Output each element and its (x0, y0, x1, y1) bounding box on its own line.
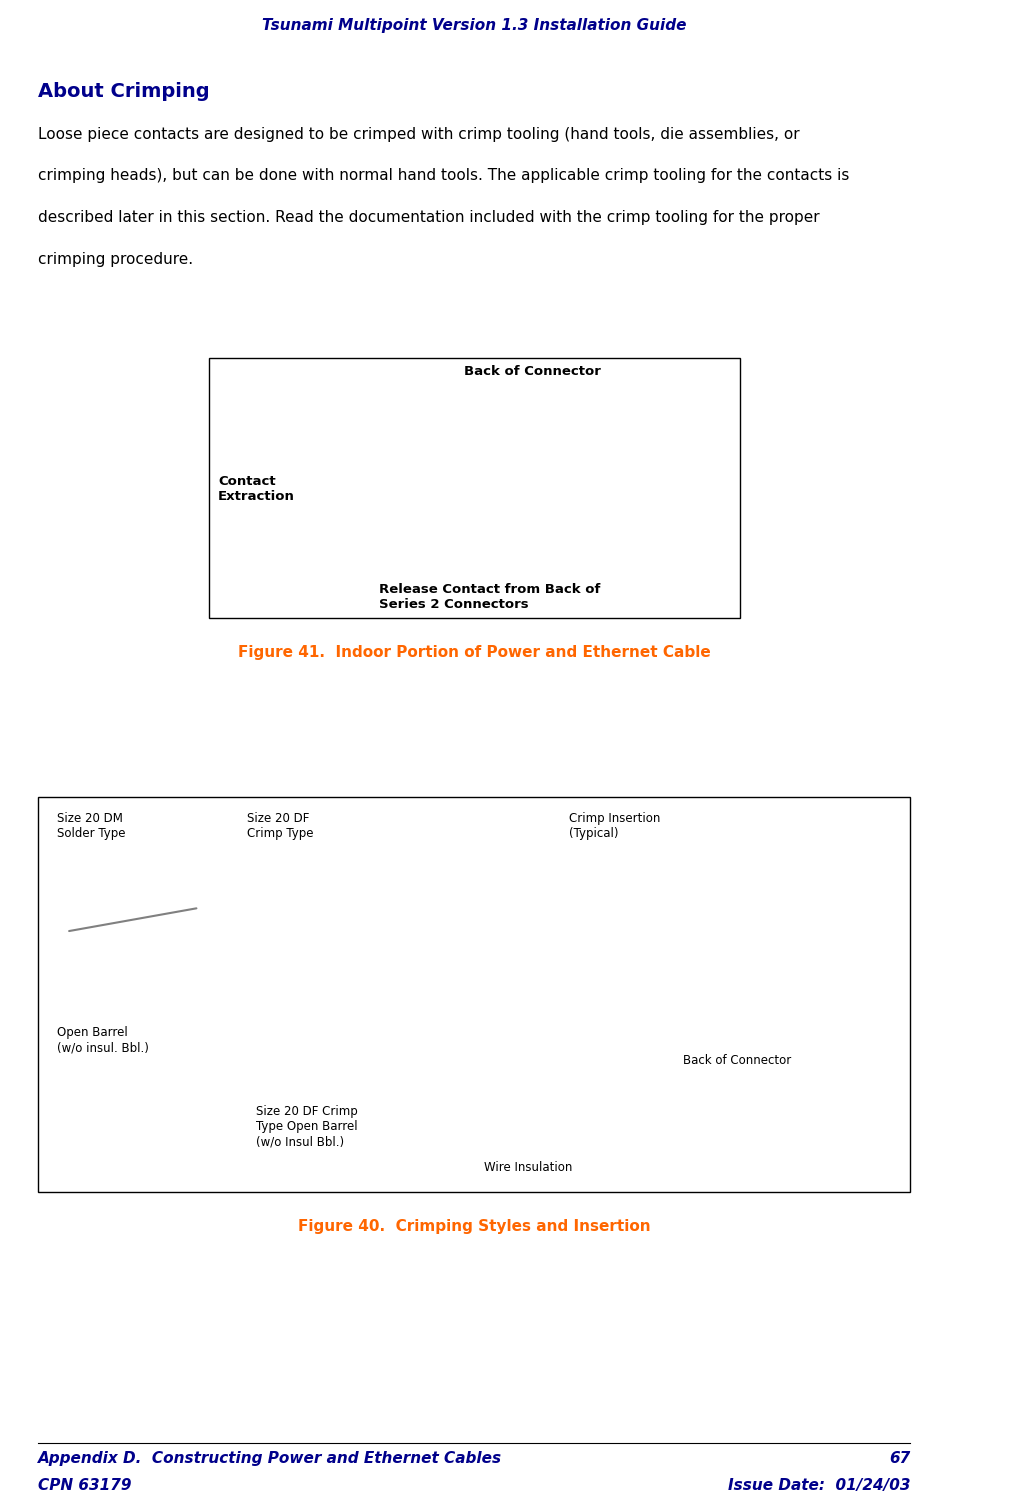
Text: Wire Insulation: Wire Insulation (483, 1161, 572, 1173)
Text: Appendix D.  Constructing Power and Ethernet Cables: Appendix D. Constructing Power and Ether… (38, 1451, 502, 1466)
Text: About Crimping: About Crimping (38, 82, 210, 100)
Text: described later in this section. Read the documentation included with the crimp : described later in this section. Read th… (38, 209, 819, 224)
Text: Figure 40.  Crimping Styles and Insertion: Figure 40. Crimping Styles and Insertion (298, 1219, 651, 1234)
Text: Size 20 DM
Solder Type: Size 20 DM Solder Type (57, 812, 125, 841)
Text: Size 20 DF Crimp
Type Open Barrel
(w/o Insul Bbl.): Size 20 DF Crimp Type Open Barrel (w/o I… (256, 1106, 358, 1149)
Text: crimping heads), but can be done with normal hand tools. The applicable crimp to: crimping heads), but can be done with no… (38, 169, 850, 184)
Text: Contact
Extraction: Contact Extraction (218, 476, 295, 503)
FancyBboxPatch shape (209, 358, 740, 618)
Text: Tsunami Multipoint Version 1.3 Installation Guide: Tsunami Multipoint Version 1.3 Installat… (262, 18, 686, 33)
Text: Crimp Insertion
(Typical): Crimp Insertion (Typical) (569, 812, 660, 841)
Text: 67: 67 (889, 1451, 910, 1466)
Text: Open Barrel
(w/o insul. Bbl.): Open Barrel (w/o insul. Bbl.) (57, 1026, 148, 1055)
Text: Issue Date:  01/24/03: Issue Date: 01/24/03 (727, 1478, 910, 1493)
Text: Back of Connector: Back of Connector (463, 365, 600, 378)
Text: Size 20 DF
Crimp Type: Size 20 DF Crimp Type (246, 812, 313, 841)
Text: CPN 63179: CPN 63179 (38, 1478, 131, 1493)
Text: Release Contact from Back of
Series 2 Connectors: Release Contact from Back of Series 2 Co… (378, 583, 600, 610)
Text: Back of Connector: Back of Connector (683, 1055, 791, 1067)
Text: crimping procedure.: crimping procedure. (38, 251, 193, 266)
FancyBboxPatch shape (38, 797, 910, 1192)
Text: Figure 41.  Indoor Portion of Power and Ethernet Cable: Figure 41. Indoor Portion of Power and E… (238, 645, 710, 660)
Text: Loose piece contacts are designed to be crimped with crimp tooling (hand tools, : Loose piece contacts are designed to be … (38, 127, 799, 142)
